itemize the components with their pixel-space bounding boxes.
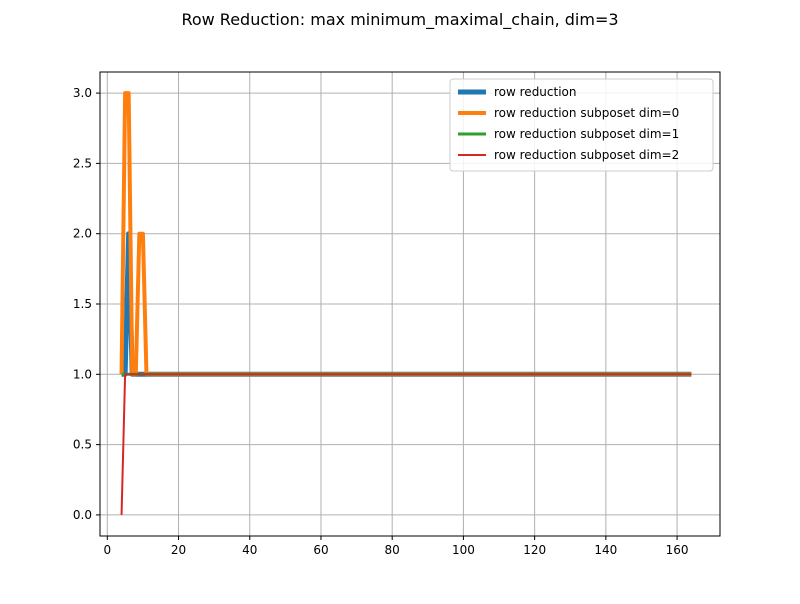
chart-title: Row Reduction: max minimum_maximal_chain… xyxy=(181,10,618,30)
legend-label-3: row reduction subposet dim=2 xyxy=(494,148,679,162)
legend-label-0: row reduction xyxy=(494,85,577,99)
x-tick-label-7: 140 xyxy=(594,543,617,557)
y-tick-label-2: 1.0 xyxy=(73,367,92,381)
y-tick-label-0: 0.0 xyxy=(73,508,92,522)
x-tick-label-0: 0 xyxy=(103,543,111,557)
x-tick-label-6: 120 xyxy=(523,543,546,557)
y-tick-label-3: 1.5 xyxy=(73,297,92,311)
series-layer xyxy=(119,91,692,515)
y-tick-label-4: 2.0 xyxy=(73,227,92,241)
x-tick-label-8: 160 xyxy=(666,543,689,557)
legend: row reduction row reduction subposet dim=… xyxy=(449,78,714,172)
legend-label-2: row reduction subposet dim=1 xyxy=(494,127,679,141)
y-tick-label-5: 2.5 xyxy=(73,156,92,170)
x-tick-label-5: 100 xyxy=(452,543,475,557)
x-tick-label-1: 20 xyxy=(171,543,186,557)
x-tick-label-2: 40 xyxy=(242,543,257,557)
y-tick-label-6: 3.0 xyxy=(73,86,92,100)
x-tick-label-4: 80 xyxy=(385,543,400,557)
x-tick-label-3: 60 xyxy=(313,543,328,557)
series-line-3 xyxy=(120,373,692,515)
y-tick-label-1: 0.5 xyxy=(73,438,92,452)
legend-label-1: row reduction subposet dim=0 xyxy=(494,106,679,120)
ticks-layer: 0 20 40 60 80 100 120 140 160 0.0 0.5 1.0 1.5 2.0 2.5 3… xyxy=(73,86,689,557)
legend-frame xyxy=(449,78,714,172)
